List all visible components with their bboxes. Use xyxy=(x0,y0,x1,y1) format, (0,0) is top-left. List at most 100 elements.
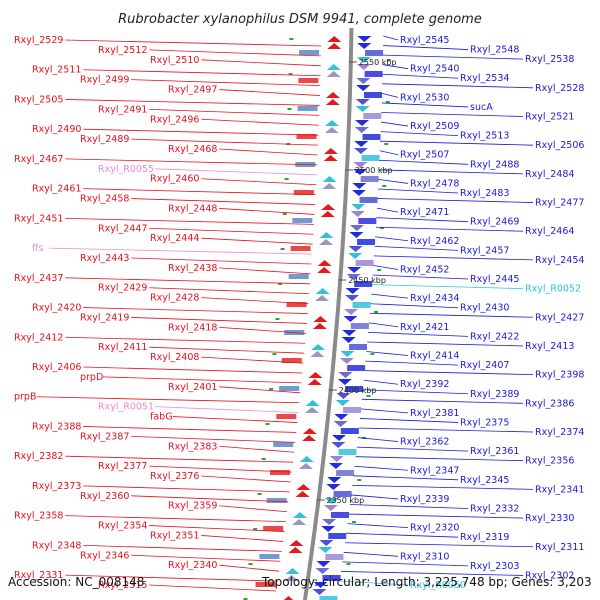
left-strand-gene-block xyxy=(296,134,317,139)
right-label-leader xyxy=(358,427,534,433)
tick-mark xyxy=(370,353,375,355)
left-label-leader xyxy=(201,297,309,305)
left-label-leader xyxy=(49,247,313,255)
left-strand-gene-block xyxy=(263,526,284,531)
left-strand-gene-arrow xyxy=(292,512,307,518)
kbp-markers: 2550 kbp 2500 kbp 2450 kbp 2400 kbp 2350 kbp xyxy=(316,58,397,505)
left-gene-label: Rxyl_2382 xyxy=(14,451,63,462)
right-strand-gene-arrow xyxy=(335,400,350,406)
right-gene-label: Rxyl_2407 xyxy=(460,360,509,371)
left-gene-label: ffs xyxy=(32,243,44,254)
left-strand-gene-arrow xyxy=(327,43,342,49)
left-strand-gene-arrow xyxy=(322,183,337,189)
right-label-leader xyxy=(376,217,469,223)
left-label-leader xyxy=(201,59,321,67)
left-label-leader xyxy=(83,128,319,136)
tick-mark xyxy=(243,598,248,600)
left-gene-label: Rxyl_2460 xyxy=(150,174,199,185)
left-gene-label: Rxyl_2443 xyxy=(80,253,129,264)
right-label-leader xyxy=(375,236,409,242)
tick-mark xyxy=(280,248,285,250)
right-strand-gene-arrow xyxy=(338,372,353,378)
right-label-leader xyxy=(367,341,524,347)
tick-mark xyxy=(386,59,391,61)
right-gene-label: Rxyl_2434 xyxy=(410,293,459,304)
right-strand-gene-block xyxy=(328,533,347,539)
right-gene-label: Rxyl_2339 xyxy=(400,494,449,505)
right-strand-gene-arrow xyxy=(355,106,370,112)
left-gene-label: Rxyl_2412 xyxy=(14,332,63,343)
left-gene-label: Rxyl_2373 xyxy=(32,481,81,492)
left-gene-label: Rxyl_2359 xyxy=(168,501,217,512)
right-strand-gene-block xyxy=(347,365,366,371)
left-strand-gene-block xyxy=(290,246,311,251)
right-gene-label: Rxyl_2362 xyxy=(400,437,449,448)
right-gene-label: Rxyl_2392 xyxy=(400,379,449,390)
right-strand-gene-arrow xyxy=(352,169,367,175)
right-gene-label: Rxyl_2484 xyxy=(525,169,574,180)
right-gene-label: Rxyl_R0052 xyxy=(525,284,581,295)
left-label-leader xyxy=(83,188,316,196)
left-gene-label: Rxyl_2490 xyxy=(32,124,81,135)
left-label-leader xyxy=(219,386,301,394)
right-strand-gene-arrow xyxy=(345,295,360,301)
right-gene-label: Rxyl_2386 xyxy=(525,398,574,409)
gene-labels: Rxyl_2529Rxyl_2512Rxyl_2510Rxyl_2511Rxyl… xyxy=(14,35,584,591)
left-label-leader xyxy=(65,158,318,166)
left-strand-gene-arrow xyxy=(327,36,342,42)
right-strand-gene-block xyxy=(364,71,383,77)
left-gene-label: Rxyl_2429 xyxy=(98,283,147,294)
right-label-leader xyxy=(340,571,524,576)
right-gene-label: Rxyl_2381 xyxy=(410,408,459,419)
left-strand-gene-arrow xyxy=(326,71,341,77)
right-label-leader xyxy=(379,159,469,165)
left-gene-label: Rxyl_2510 xyxy=(150,55,199,66)
right-gene-label: Rxyl_2413 xyxy=(525,341,574,352)
left-gene-label: Rxyl_2458 xyxy=(80,194,129,205)
left-strand-gene-block xyxy=(299,50,320,55)
left-strand-gene-arrow xyxy=(283,596,294,600)
right-label-leader xyxy=(343,551,399,557)
right-gene-label: Rxyl_2530 xyxy=(400,92,449,103)
left-label-leader xyxy=(149,346,305,354)
right-strand-gene-arrow xyxy=(312,589,327,595)
right-gene-label: Rxyl_2545 xyxy=(400,35,449,46)
left-strand-gene-arrow xyxy=(302,428,317,434)
right-label-leader xyxy=(360,408,409,414)
right-strand-gene-block xyxy=(333,491,352,497)
right-label-leader xyxy=(377,188,459,194)
left-label-leader xyxy=(149,465,292,473)
left-strand-gene-arrow xyxy=(305,407,320,413)
left-strand-gene-arrow xyxy=(325,99,340,105)
right-strand-gene-arrow xyxy=(327,477,342,483)
right-strand-gene-arrow xyxy=(355,120,370,126)
right-label-leader xyxy=(380,131,459,137)
left-gene-label: Rxyl_2358 xyxy=(14,511,63,522)
right-strand-gene-arrow xyxy=(356,78,371,84)
map-title: Rubrobacter xylanophilus DSM 9941, compl… xyxy=(118,12,482,27)
left-strand-gene-block xyxy=(270,470,291,475)
tick-mark xyxy=(282,213,287,215)
right-label-leader xyxy=(378,169,524,175)
right-strand-gene-arrow xyxy=(319,540,334,546)
right-strand-gene-block xyxy=(355,260,374,266)
right-strand-gene-arrow xyxy=(349,232,364,238)
left-label-leader xyxy=(149,227,314,235)
tick-mark xyxy=(265,423,270,425)
right-strand-gene-block xyxy=(361,155,380,161)
left-strand-gene-arrow xyxy=(313,316,328,322)
right-gene-label: Rxyl_2509 xyxy=(410,121,459,132)
right-strand-gene-block xyxy=(354,281,373,287)
left-label-leader xyxy=(201,118,319,126)
left-label-leader xyxy=(149,525,285,532)
right-label-leader xyxy=(357,437,399,442)
right-strand-gene-arrow xyxy=(342,330,357,336)
tick-mark xyxy=(352,521,357,523)
left-gene-label: Rxyl_2348 xyxy=(32,540,81,551)
genome-summary-text: Topology: circular; Length: 3,225,748 bp… xyxy=(262,575,592,589)
right-strand-gene-arrow xyxy=(353,162,368,168)
right-label-leader xyxy=(371,284,524,289)
left-gene-label: Rxyl_2491 xyxy=(98,104,147,115)
label-leaders xyxy=(36,35,534,592)
